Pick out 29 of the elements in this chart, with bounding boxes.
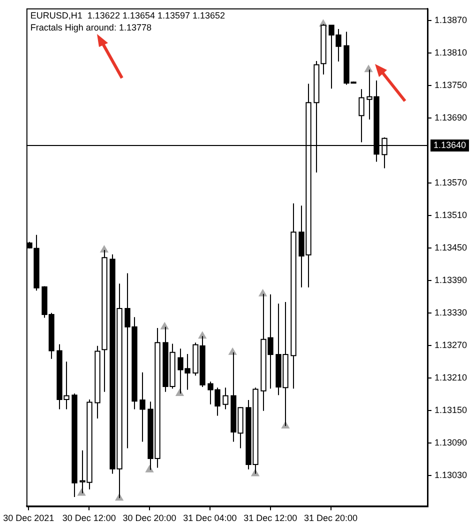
x-tick-label: 30 Dec 12:00 (62, 513, 116, 524)
x-tick-label: 31 Dec 20:00 (304, 513, 358, 524)
x-tick-label: 30 Dec 2021 (3, 513, 54, 524)
point (100, 245, 108, 252)
y-tick-label: 1.13570 (434, 177, 468, 188)
point (364, 65, 373, 72)
y-tick-label: 1.13270 (434, 340, 468, 350)
y-tick-label: 1.13450 (434, 242, 468, 252)
point (198, 332, 206, 339)
y-tick-label: 1.13390 (434, 274, 468, 285)
point (228, 348, 237, 355)
y-tick-label: 1.13810 (434, 47, 468, 58)
y-tick-label: 1.13330 (434, 307, 468, 318)
y-tick-label: 1.13150 (434, 404, 468, 415)
annotation: EURUSD,H1 1.13622 1.13654 1.13597 1.13652 (30, 10, 226, 20)
point (258, 289, 267, 296)
x-tick-label: 30 Dec 20:00 (122, 513, 176, 524)
y-tick-label: 1.13750 (434, 80, 468, 90)
y-tick-label: 1.13870 (434, 14, 468, 25)
ref-line-label: 1.13640 (433, 140, 466, 150)
x-tick-label: 31 Dec 12:00 (244, 513, 298, 524)
y-tick-label: 1.13210 (434, 372, 468, 382)
annotation: Fractals High around: 1.13778 (30, 22, 152, 32)
y-tick-label: 1.13090 (434, 437, 468, 448)
y-tick-label: 1.13510 (434, 210, 468, 220)
y-tick-label: 1.13690 (434, 112, 468, 122)
point (160, 322, 169, 330)
y-tick-label: 1.13030 (434, 470, 468, 480)
x-tick-label: 31 Dec 04:00 (183, 513, 237, 524)
